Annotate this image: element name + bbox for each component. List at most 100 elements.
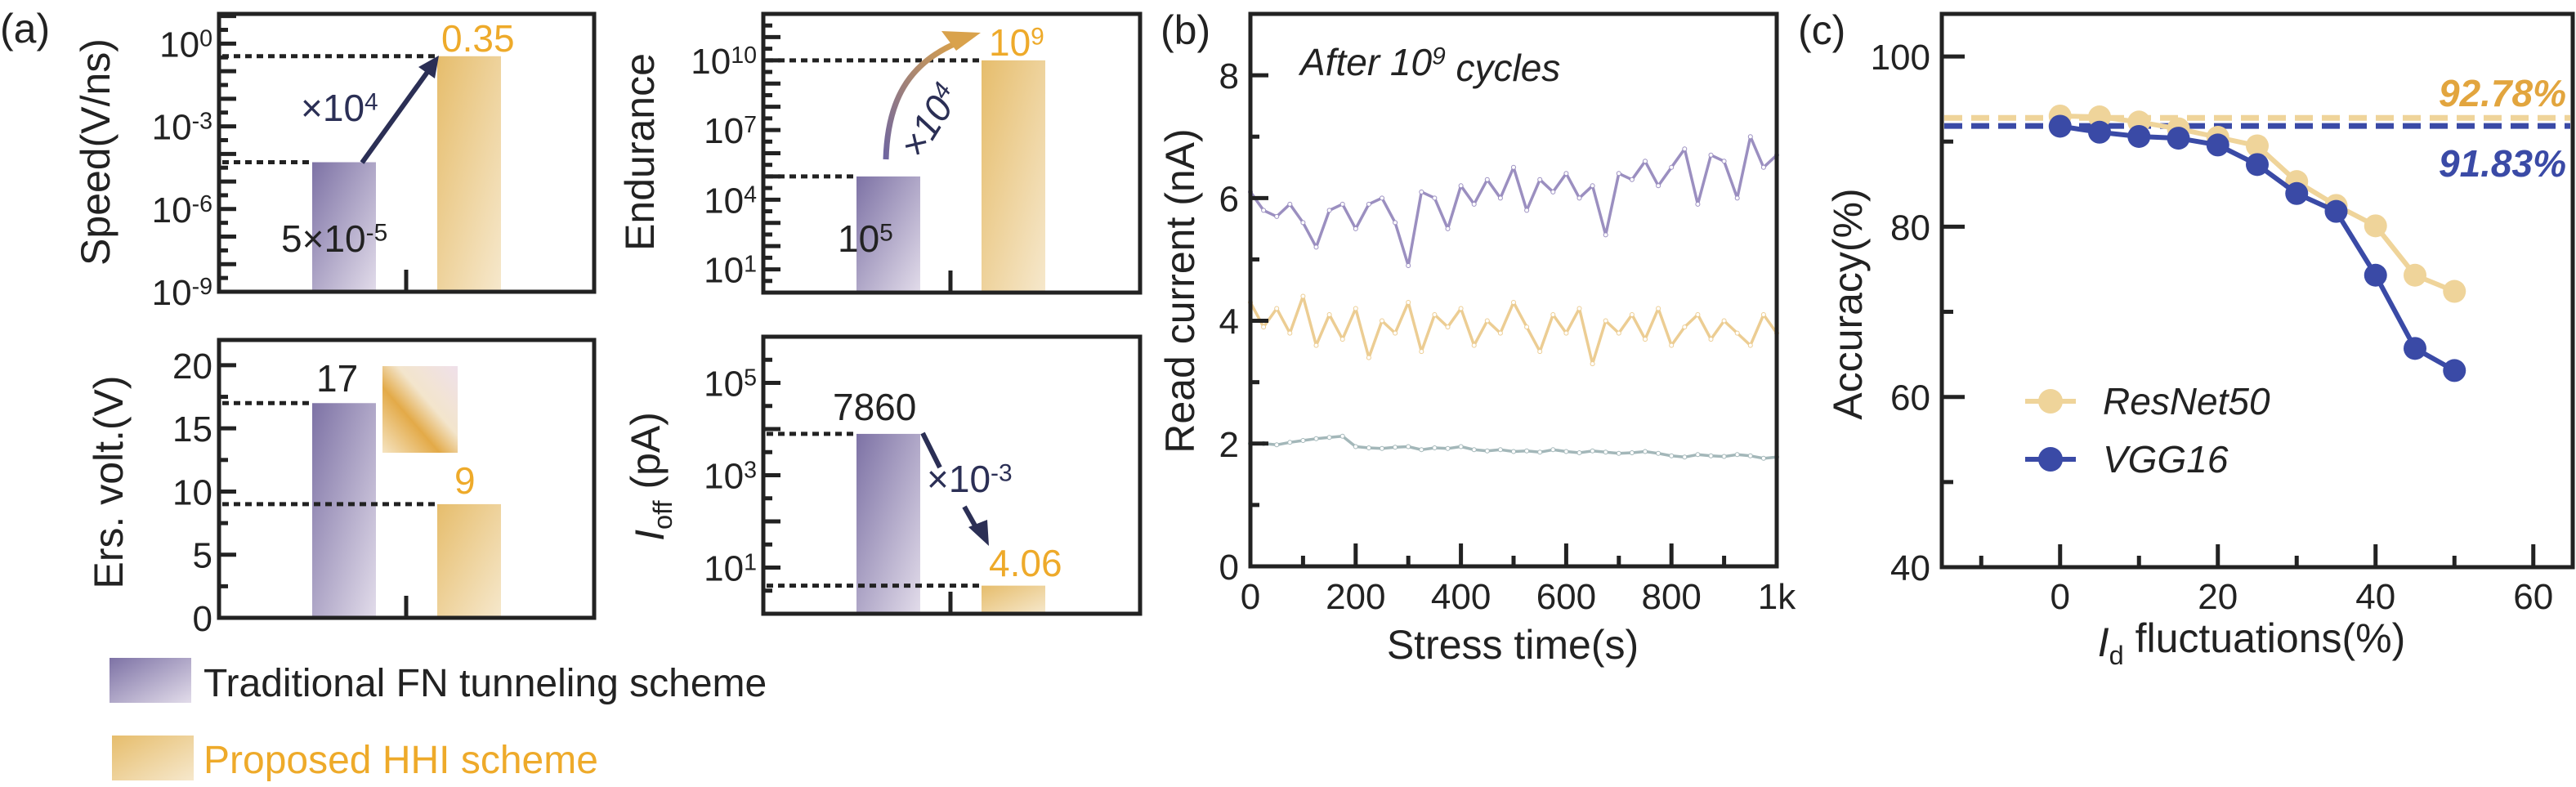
data-point — [1326, 208, 1332, 213]
data-point — [1419, 189, 1424, 195]
data-point-VGG16 — [2127, 124, 2151, 148]
bar-traditional — [312, 162, 376, 292]
annotation-exponent: 9 — [1432, 43, 1446, 70]
data-point — [1339, 433, 1345, 439]
data-point — [1274, 306, 1280, 311]
data-point — [1682, 146, 1688, 152]
bar-traditional — [856, 176, 920, 293]
data-point — [1721, 454, 1727, 459]
data-point — [1563, 449, 1569, 454]
plot-frame — [217, 338, 597, 620]
bar-proposed — [982, 60, 1045, 293]
data-point — [1760, 312, 1766, 318]
legend-marker-VGG16 — [2038, 447, 2063, 472]
y-tick-label: 107 — [704, 111, 757, 151]
speed-factor-label: ×104 — [301, 87, 378, 129]
data-point — [1339, 337, 1345, 342]
panel-label-a: (a) — [0, 6, 50, 51]
data-point-VGG16 — [2206, 133, 2229, 157]
data-point — [1537, 449, 1543, 455]
y-tick-label-base: 10 — [704, 251, 744, 291]
bar-value-label-base: 10 — [838, 217, 879, 260]
y-tick-label-base: 10 — [152, 273, 192, 313]
legend-swatch-traditional — [110, 658, 191, 703]
y-tick-label-base: 10 — [704, 111, 744, 151]
data-point — [1576, 450, 1582, 456]
data-point — [1721, 159, 1727, 164]
bar-value-label-base: 7860 — [833, 386, 916, 428]
plot-frame — [761, 11, 1143, 295]
y-tick-label: 10 — [172, 472, 212, 512]
bar-value-label-exponent: -5 — [366, 220, 388, 247]
y-tick-label: 103 — [704, 457, 757, 497]
y-tick-label-exponent: 3 — [744, 458, 757, 484]
data-point — [1287, 201, 1293, 207]
y-tick-label-base: 20 — [172, 347, 212, 387]
data-point — [1445, 324, 1451, 330]
y-axis-label: Speed(V/ns) — [73, 38, 119, 266]
bar-value-label: 9 — [454, 459, 476, 502]
data-point — [1590, 448, 1595, 454]
y-tick-label-exponent: 0 — [199, 26, 212, 52]
data-point — [1393, 445, 1398, 450]
data-point — [1406, 262, 1411, 268]
plot-frame — [761, 334, 1143, 616]
data-point — [1537, 177, 1543, 182]
data-point — [1497, 447, 1503, 453]
y-tick-label: 105 — [704, 364, 757, 405]
data-point — [1274, 442, 1280, 448]
data-point — [1682, 324, 1688, 330]
data-point — [1366, 445, 1371, 451]
cycles-annotation: After 109 cycles — [1298, 41, 1560, 89]
arrowhead-icon — [968, 520, 989, 546]
data-point — [1734, 452, 1740, 458]
legend-swatch-proposed — [112, 736, 194, 780]
data-point-VGG16 — [2404, 337, 2426, 360]
x-tick-label: 600 — [1536, 577, 1596, 617]
data-point — [1747, 453, 1753, 458]
legend-label-proposed: Proposed HHI scheme — [203, 739, 598, 782]
x-tick-label: 40 — [2355, 577, 2395, 617]
data-point — [1432, 445, 1438, 451]
reference-line-label: 91.83% — [2439, 142, 2566, 185]
data-point — [1300, 293, 1306, 299]
data-point — [1458, 444, 1464, 449]
y-tick-label: 0 — [1219, 548, 1239, 588]
y-tick-label: 15 — [172, 409, 212, 449]
y-tick-label-base: 5 — [193, 536, 212, 576]
data-point — [1550, 189, 1556, 195]
data-point — [1629, 450, 1635, 456]
data-point — [1419, 447, 1424, 453]
data-point — [1458, 306, 1464, 311]
y-tick-label-exponent: 1 — [744, 550, 757, 576]
y-tick-label: 4 — [1219, 302, 1239, 342]
data-point — [1313, 342, 1319, 348]
plot-frame — [1248, 11, 1779, 569]
data-point-VGG16 — [2364, 263, 2387, 287]
data-point-VGG16 — [2443, 359, 2466, 382]
series-line-0 — [1249, 135, 1778, 267]
y-tick-label-exponent: 5 — [744, 365, 757, 391]
data-point — [1524, 208, 1530, 213]
y-tick-label-exponent: 10 — [731, 42, 757, 69]
bar-value-label-exponent: 9 — [1031, 24, 1044, 51]
data-point — [1445, 445, 1451, 451]
annotation-text: After 10 — [1298, 41, 1433, 83]
y-tick-label-exponent: 7 — [744, 112, 757, 138]
data-point — [1393, 330, 1398, 336]
y-tick-label-base: 10 — [704, 549, 744, 589]
data-point-ResNet50 — [2443, 279, 2466, 303]
y-tick-label-exponent: 1 — [744, 252, 757, 278]
data-point — [1471, 447, 1477, 453]
data-point — [1643, 159, 1648, 164]
plot-frame — [1939, 11, 2575, 570]
y-tick-label: 100 — [1871, 38, 1930, 78]
data-point — [1353, 306, 1358, 311]
bar-value-label: 4.06 — [989, 542, 1062, 584]
x-tick-label: 0 — [2051, 577, 2070, 617]
data-point — [1380, 318, 1384, 324]
data-point — [1393, 220, 1398, 226]
data-point — [1603, 318, 1608, 324]
gradient-inset-image — [382, 366, 458, 453]
